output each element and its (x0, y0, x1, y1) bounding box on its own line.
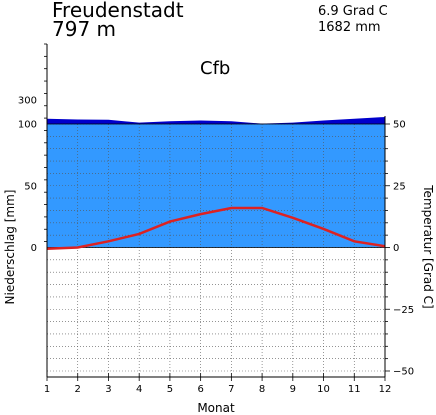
x-tick-label: 5 (167, 384, 173, 395)
x-tick-label: 11 (348, 384, 361, 395)
station-elevation: 797 m (52, 17, 117, 41)
left-tick-label: 0 (31, 243, 37, 254)
right-tick-label: −25 (393, 305, 414, 316)
mean-temperature: 6.9 Grad C (318, 4, 388, 19)
left-axis-title: Niederschlag [mm] (3, 190, 17, 305)
left-tick-label: 50 (24, 181, 37, 192)
x-tick-label: 9 (290, 384, 296, 395)
x-tick-label: 2 (75, 384, 81, 395)
right-tick-label: 0 (393, 243, 399, 254)
right-tick-label: −50 (393, 367, 414, 378)
left-tick-label: 100 (18, 120, 37, 131)
right-axis-title: Temperatur [Grad C] (421, 184, 435, 308)
right-tick-label: 50 (393, 120, 406, 131)
precipitation-above-100-area (47, 117, 385, 124)
left-tick-label: 300 (18, 96, 37, 107)
right-tick-label: 25 (393, 181, 406, 192)
x-tick-label: 3 (105, 384, 111, 395)
x-tick-label: 1 (44, 384, 50, 395)
x-tick-label: 12 (379, 384, 392, 395)
x-tick-label: 4 (136, 384, 142, 395)
station-name: Freudenstadt (52, 0, 184, 22)
x-tick-label: 10 (317, 384, 330, 395)
x-tick-label: 7 (228, 384, 234, 395)
temperature-line (46, 206, 386, 250)
x-axis-title: Monat (197, 401, 235, 415)
x-tick-label: 8 (259, 384, 265, 395)
x-tick-label: 6 (197, 384, 203, 395)
annual-precipitation: 1682 mm (318, 20, 381, 35)
climate-classification: Cfb (200, 58, 231, 79)
